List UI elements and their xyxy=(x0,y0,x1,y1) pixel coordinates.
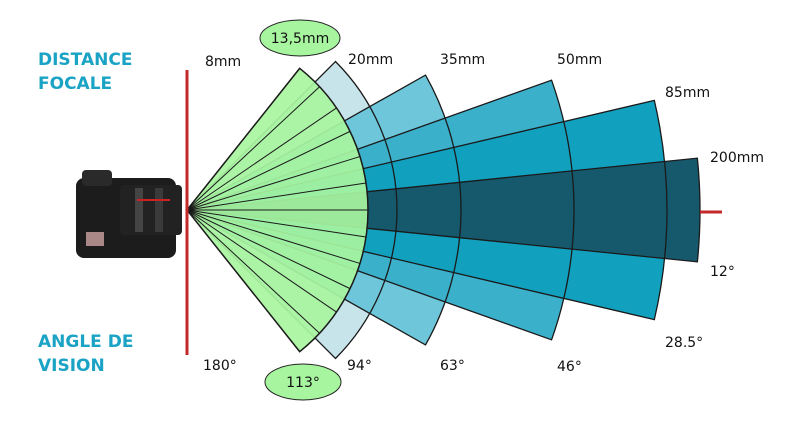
focal-label: 85mm xyxy=(665,85,710,101)
fan-line xyxy=(186,86,320,211)
side-label: ANGLE DE xyxy=(38,332,133,352)
side-label: FOCALE xyxy=(38,74,112,94)
labels: 8mm 20mm 35mm 50mm 85mm 200mm 180° 94° 63° 46° 28.… xyxy=(203,52,764,375)
fan-line xyxy=(186,68,301,211)
angle-label: 94° xyxy=(347,358,372,374)
focal-label: 20mm xyxy=(348,52,393,68)
fov-outline xyxy=(185,79,575,341)
fan-line xyxy=(186,209,351,290)
camera xyxy=(76,170,182,258)
focal-label: 50mm xyxy=(557,52,602,68)
highlight-focal: 13,5mm xyxy=(271,31,329,47)
angle-label: 46° xyxy=(557,359,582,375)
fan-line xyxy=(186,182,367,211)
fov-outline xyxy=(186,99,668,321)
angle-label: 12° xyxy=(710,264,735,280)
side-label: VISION xyxy=(38,356,105,376)
fan-line xyxy=(186,156,361,211)
side-label: DISTANCE xyxy=(38,50,132,70)
fov-sector xyxy=(187,158,700,262)
fan-line xyxy=(186,209,361,264)
fan-line xyxy=(186,209,337,313)
fan-line xyxy=(186,209,367,238)
angle-label: 28.5° xyxy=(665,335,703,351)
focal-label: 8mm xyxy=(205,54,241,70)
angle-label: 180° xyxy=(203,358,237,374)
fan-line xyxy=(186,107,337,211)
angle-label: 63° xyxy=(440,358,465,374)
highlight-angle: 113° xyxy=(286,375,320,391)
focal-label: 35mm xyxy=(440,52,485,68)
fan-line xyxy=(186,130,351,211)
fov-outline xyxy=(185,74,462,346)
fov-outline xyxy=(186,60,398,360)
fov-outline xyxy=(186,157,701,263)
fan xyxy=(185,60,701,360)
highlight-badge xyxy=(264,363,342,401)
fan-line xyxy=(186,209,320,334)
focal-label: 200mm xyxy=(710,150,764,166)
highlight-badge xyxy=(259,19,341,57)
